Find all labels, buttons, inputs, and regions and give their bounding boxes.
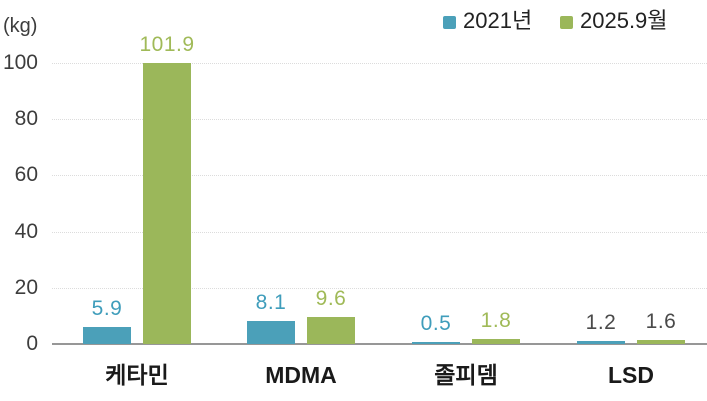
- value-label-cat2-series2: 9.6: [315, 287, 347, 310]
- y-axis-unit-label: (kg): [3, 15, 38, 37]
- bar-cat1-series1: [83, 327, 131, 344]
- value-label-cat1-series1: 5.9: [91, 297, 123, 320]
- y-tick-label-20: 20: [14, 276, 38, 299]
- bar-cat3-series2: [472, 339, 520, 344]
- x-axis-line: [52, 343, 707, 345]
- y-tick-label-40: 40: [14, 220, 38, 243]
- category-label-3: 졸피뎀: [434, 362, 498, 388]
- y-tick-label-80: 80: [14, 107, 38, 130]
- gridline-40: [52, 232, 707, 233]
- gridline-80: [52, 119, 707, 120]
- bar-cat2-series2: [307, 317, 355, 344]
- value-label-cat4-series1: 1.2: [585, 311, 617, 334]
- category-label-2: MDMA: [265, 362, 337, 388]
- bar-cat3-series1: [412, 342, 460, 344]
- category-label-1: 케타민: [105, 362, 169, 388]
- legend-swatch-series1: [443, 15, 456, 29]
- legend-item-series1: 2021년: [443, 8, 532, 34]
- y-tick-label-100: 100: [2, 51, 38, 74]
- category-label-4: LSD: [608, 362, 654, 388]
- gridline-100: [52, 63, 707, 64]
- y-tick-label-60: 60: [14, 163, 38, 186]
- legend-item-series2: 2025.9월: [560, 8, 668, 34]
- bar-cat1-series2: [143, 63, 191, 344]
- legend-label-series2: 2025.9월: [580, 8, 668, 33]
- bar-cat2-series1: [247, 321, 295, 344]
- bar-cat4-series1: [577, 341, 625, 344]
- gridline-20: [52, 288, 707, 289]
- bar-cat4-series2: [637, 340, 685, 344]
- value-label-cat4-series2: 1.6: [645, 310, 677, 333]
- value-label-cat3-series1: 0.5: [420, 312, 452, 335]
- legend-label-series1: 2021년: [463, 8, 533, 33]
- value-label-cat2-series1: 8.1: [255, 291, 287, 314]
- value-label-cat3-series2: 1.8: [480, 309, 512, 332]
- legend-swatch-series2: [560, 15, 573, 29]
- gridline-60: [52, 175, 707, 176]
- y-tick-label-0: 0: [26, 332, 38, 355]
- value-label-cat1-series2: 101.9: [139, 33, 195, 56]
